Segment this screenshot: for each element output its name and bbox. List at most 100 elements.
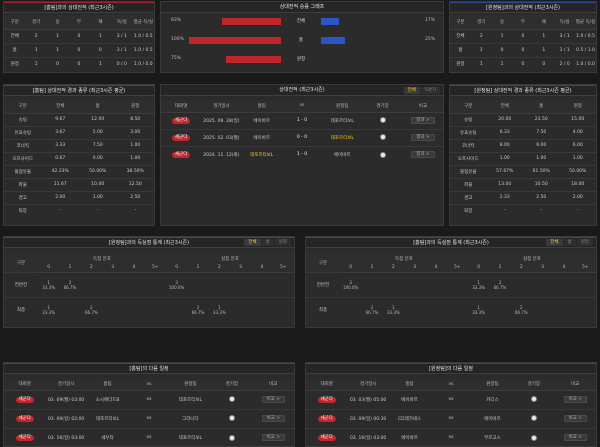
column-header: 경기일시 <box>45 379 87 391</box>
date-cell: 03. 09(일) 02:00 <box>45 408 87 428</box>
table-cell: - <box>523 203 560 217</box>
home-percent: 100% <box>171 37 184 42</box>
table-cell: 0 <box>512 42 534 57</box>
goal-count-header: 2 <box>510 263 532 273</box>
away-team-cell[interactable]: 에이바르 <box>471 408 514 428</box>
away-team-cell[interactable]: 데포르티보L <box>169 389 212 409</box>
distribution-cell <box>446 296 468 322</box>
away-team-cell[interactable]: 데포르티보L <box>322 111 363 129</box>
compare-button[interactable]: 비교 > <box>563 396 587 403</box>
home-team-cell[interactable]: 세우타 <box>86 427 129 447</box>
column-header: 대회명 <box>161 100 202 113</box>
tab-away[interactable]: 원정 <box>576 239 593 246</box>
vs-cell: vs <box>430 408 472 428</box>
compare-button[interactable]: 비교 > <box>261 396 285 403</box>
goal-count-header: 5+ <box>272 263 294 273</box>
table-cell: 전체 <box>4 28 26 43</box>
table-cell: 6.00 <box>559 138 596 152</box>
score-cell: 0 - 0 <box>281 128 323 146</box>
schedule-row[interactable]: 세군다 03. 16(일) 03:00 에이바르 vs 부르고스 비교 > <box>306 427 596 447</box>
date-cell: 03. 03(월) 05:00 <box>347 389 389 409</box>
schedule-row[interactable]: 세군다 03. 03(월) 05:00 에이바르 vs 카디스 비교 > <box>306 389 596 409</box>
distribution-cell <box>101 271 124 297</box>
schedule-row[interactable]: 세군다 03. 09(일) 00:30 CD레가네스 vs 에이바르 비교 > <box>306 408 596 428</box>
table-row: 코너킥 3.33 7.50 1.00 <box>4 138 154 152</box>
tab-all[interactable]: 전체 <box>403 87 420 94</box>
schedule-row[interactable]: 세군다 03. 16(일) 03:00 세우타 vs 데포르티보L 비교 > <box>4 427 294 447</box>
goal-count-header: 1 <box>187 263 209 273</box>
home-team-cell[interactable]: CD레가네스 <box>388 408 431 428</box>
column-header: 대회명 <box>4 379 46 391</box>
period-label: 전반전 <box>4 271 38 297</box>
compare-button[interactable]: 비교 > <box>563 434 587 442</box>
table-cell: 0 <box>89 42 112 57</box>
table-row: 오프사이드 0.67 0.00 1.00 <box>4 151 154 165</box>
home-team-cell[interactable]: 에이바르 <box>388 389 431 409</box>
tab-home[interactable]: 홈 <box>261 239 274 246</box>
home-team-cell[interactable]: 데포르티보L <box>241 145 282 163</box>
goal-count-header: 0 <box>340 263 362 273</box>
table-cell: 1.0 / 0.5 <box>132 28 154 43</box>
panel-title: [원정팀]의 다음 일정 <box>306 363 596 374</box>
competition-cell: 세군다 <box>161 111 202 129</box>
result-button[interactable]: 결과 > <box>411 151 435 159</box>
table-cell: 1 <box>533 28 555 43</box>
table-cell: 3.67 <box>41 125 79 139</box>
distribution-cell <box>574 296 596 322</box>
home-team-cell[interactable]: 에이바르 <box>241 128 282 146</box>
table-cell: 0 <box>533 56 555 71</box>
table-cell: 12.00 <box>79 112 117 126</box>
stadium-icon <box>379 117 386 124</box>
compare-cell: 비교 > <box>252 427 294 447</box>
table-cell: 18.00 <box>559 177 596 191</box>
compare-button[interactable]: 비교 > <box>261 434 285 442</box>
h2h-result-row[interactable]: 세군다 2025. 09. 28(일) 에이바르 1 - 0 데포르티보L 결과 > <box>161 111 443 129</box>
h2h-result-row[interactable]: 세군다 2024. 11. 12(화) 데포르티보L 1 - 0 에이바르 결과 > <box>161 145 443 163</box>
table-cell: 9.67 <box>41 112 79 126</box>
home-team-cell[interactable]: 에이바르 <box>241 111 282 129</box>
compare-button[interactable]: 비교 > <box>261 415 285 422</box>
away-team-cell[interactable]: 부르고스 <box>471 427 514 447</box>
schedule-row[interactable]: 세군다 03. 09(일) 02:00 데포르티보L vs 그라나다 비교 > <box>4 408 294 428</box>
home-team-cell[interactable]: 에이바르 <box>388 427 431 447</box>
away-team-cell[interactable]: 데포르티보L <box>169 427 212 447</box>
home-team-cell[interactable]: 소시에다드B <box>86 389 129 409</box>
away-team-cell[interactable]: 데포르티보L <box>322 128 363 146</box>
table-row: 파울 13.00 10.50 18.00 <box>450 177 596 191</box>
table-cell: 홈 <box>4 42 26 57</box>
table-cell: 50.00% <box>559 164 596 178</box>
table-cell: 전체 <box>450 28 471 43</box>
table-cell: 2 <box>470 28 492 43</box>
table-cell: 경고 <box>4 190 42 204</box>
column-header: 경기장 <box>211 379 253 391</box>
column-header: 경기일시 <box>201 100 242 113</box>
tab-away[interactable]: 원정 <box>274 239 291 246</box>
date-cell: 03. 16(일) 03:00 <box>347 427 389 447</box>
distribution-cell <box>144 271 166 297</box>
compare-button[interactable]: 비교 > <box>563 415 587 422</box>
stadium-cell <box>362 128 403 146</box>
home-team-cell[interactable]: 데포르티보L <box>86 408 129 428</box>
result-button[interactable]: 결과 > <box>411 117 435 124</box>
table-row: 오프사이드 1.00 1.00 1.00 <box>450 151 596 165</box>
table-cell: 61.50% <box>523 164 560 178</box>
result-button[interactable]: 결과 > <box>411 134 435 141</box>
tab-home[interactable]: 홈 <box>563 239 576 246</box>
stadium-icon <box>379 151 386 158</box>
stadium-icon <box>228 415 235 422</box>
home-percent: 75% <box>171 56 182 61</box>
conceded-distribution-header: 실점 분포 <box>165 254 294 263</box>
h2h-result-row[interactable]: 세군다 2025. 02. 03(월) 에이바르 0 - 0 데포르티보L 결과 > <box>161 128 443 146</box>
schedule-row[interactable]: 세군다 03. 09(월) 03:00 소시에다드B vs 데포르티보L 비교 > <box>4 389 294 409</box>
tab-5-games[interactable]: 5경기 <box>420 87 440 94</box>
away-team-cell[interactable]: 카디스 <box>471 389 514 409</box>
table-header-row: 구분 전체 홈 원정 <box>4 100 154 114</box>
date-cell: 2025. 09. 28(일) <box>201 111 242 129</box>
tab-all[interactable]: 전체 <box>546 239 563 246</box>
away-team-cell[interactable]: 에이바르 <box>322 145 363 163</box>
away-team-cell[interactable]: 그라나다 <box>169 408 212 428</box>
stadium-icon <box>228 434 235 441</box>
table-cell: 홈 <box>450 42 471 57</box>
distribution-cell: 1 33.3% <box>38 296 60 322</box>
tab-all[interactable]: 전체 <box>244 239 261 246</box>
